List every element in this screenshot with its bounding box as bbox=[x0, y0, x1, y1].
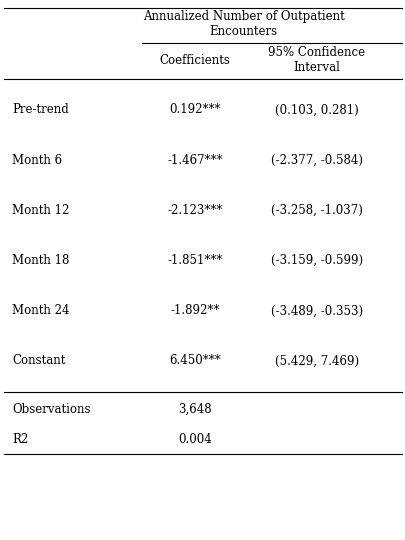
Text: Month 12: Month 12 bbox=[12, 204, 69, 217]
Text: Month 6: Month 6 bbox=[12, 153, 62, 167]
Text: Observations: Observations bbox=[12, 403, 90, 416]
Text: 6.450***: 6.450*** bbox=[168, 354, 220, 368]
Text: Month 18: Month 18 bbox=[12, 254, 69, 267]
Text: 0.004: 0.004 bbox=[177, 433, 211, 446]
Text: (-3.489, -0.353): (-3.489, -0.353) bbox=[270, 304, 362, 318]
Text: Pre-trend: Pre-trend bbox=[12, 103, 69, 117]
Text: Constant: Constant bbox=[12, 354, 65, 368]
Text: Annualized Number of Outpatient
Encounters: Annualized Number of Outpatient Encounte… bbox=[143, 10, 343, 38]
Text: (5.429, 7.469): (5.429, 7.469) bbox=[274, 354, 358, 368]
Text: (0.103, 0.281): (0.103, 0.281) bbox=[274, 103, 358, 117]
Text: 95% Confidence
Interval: 95% Confidence Interval bbox=[267, 46, 364, 75]
Text: Coefficients: Coefficients bbox=[159, 54, 230, 67]
Text: -1.851***: -1.851*** bbox=[167, 254, 222, 267]
Text: (-2.377, -0.584): (-2.377, -0.584) bbox=[270, 153, 362, 167]
Text: -1.467***: -1.467*** bbox=[166, 153, 222, 167]
Text: (-3.258, -1.037): (-3.258, -1.037) bbox=[270, 204, 362, 217]
Text: 3,648: 3,648 bbox=[178, 403, 211, 416]
Text: (-3.159, -0.599): (-3.159, -0.599) bbox=[270, 254, 362, 267]
Text: -2.123***: -2.123*** bbox=[167, 204, 222, 217]
Text: R2: R2 bbox=[12, 433, 28, 446]
Text: 0.192***: 0.192*** bbox=[169, 103, 220, 117]
Text: Month 24: Month 24 bbox=[12, 304, 70, 318]
Text: -1.892**: -1.892** bbox=[170, 304, 219, 318]
